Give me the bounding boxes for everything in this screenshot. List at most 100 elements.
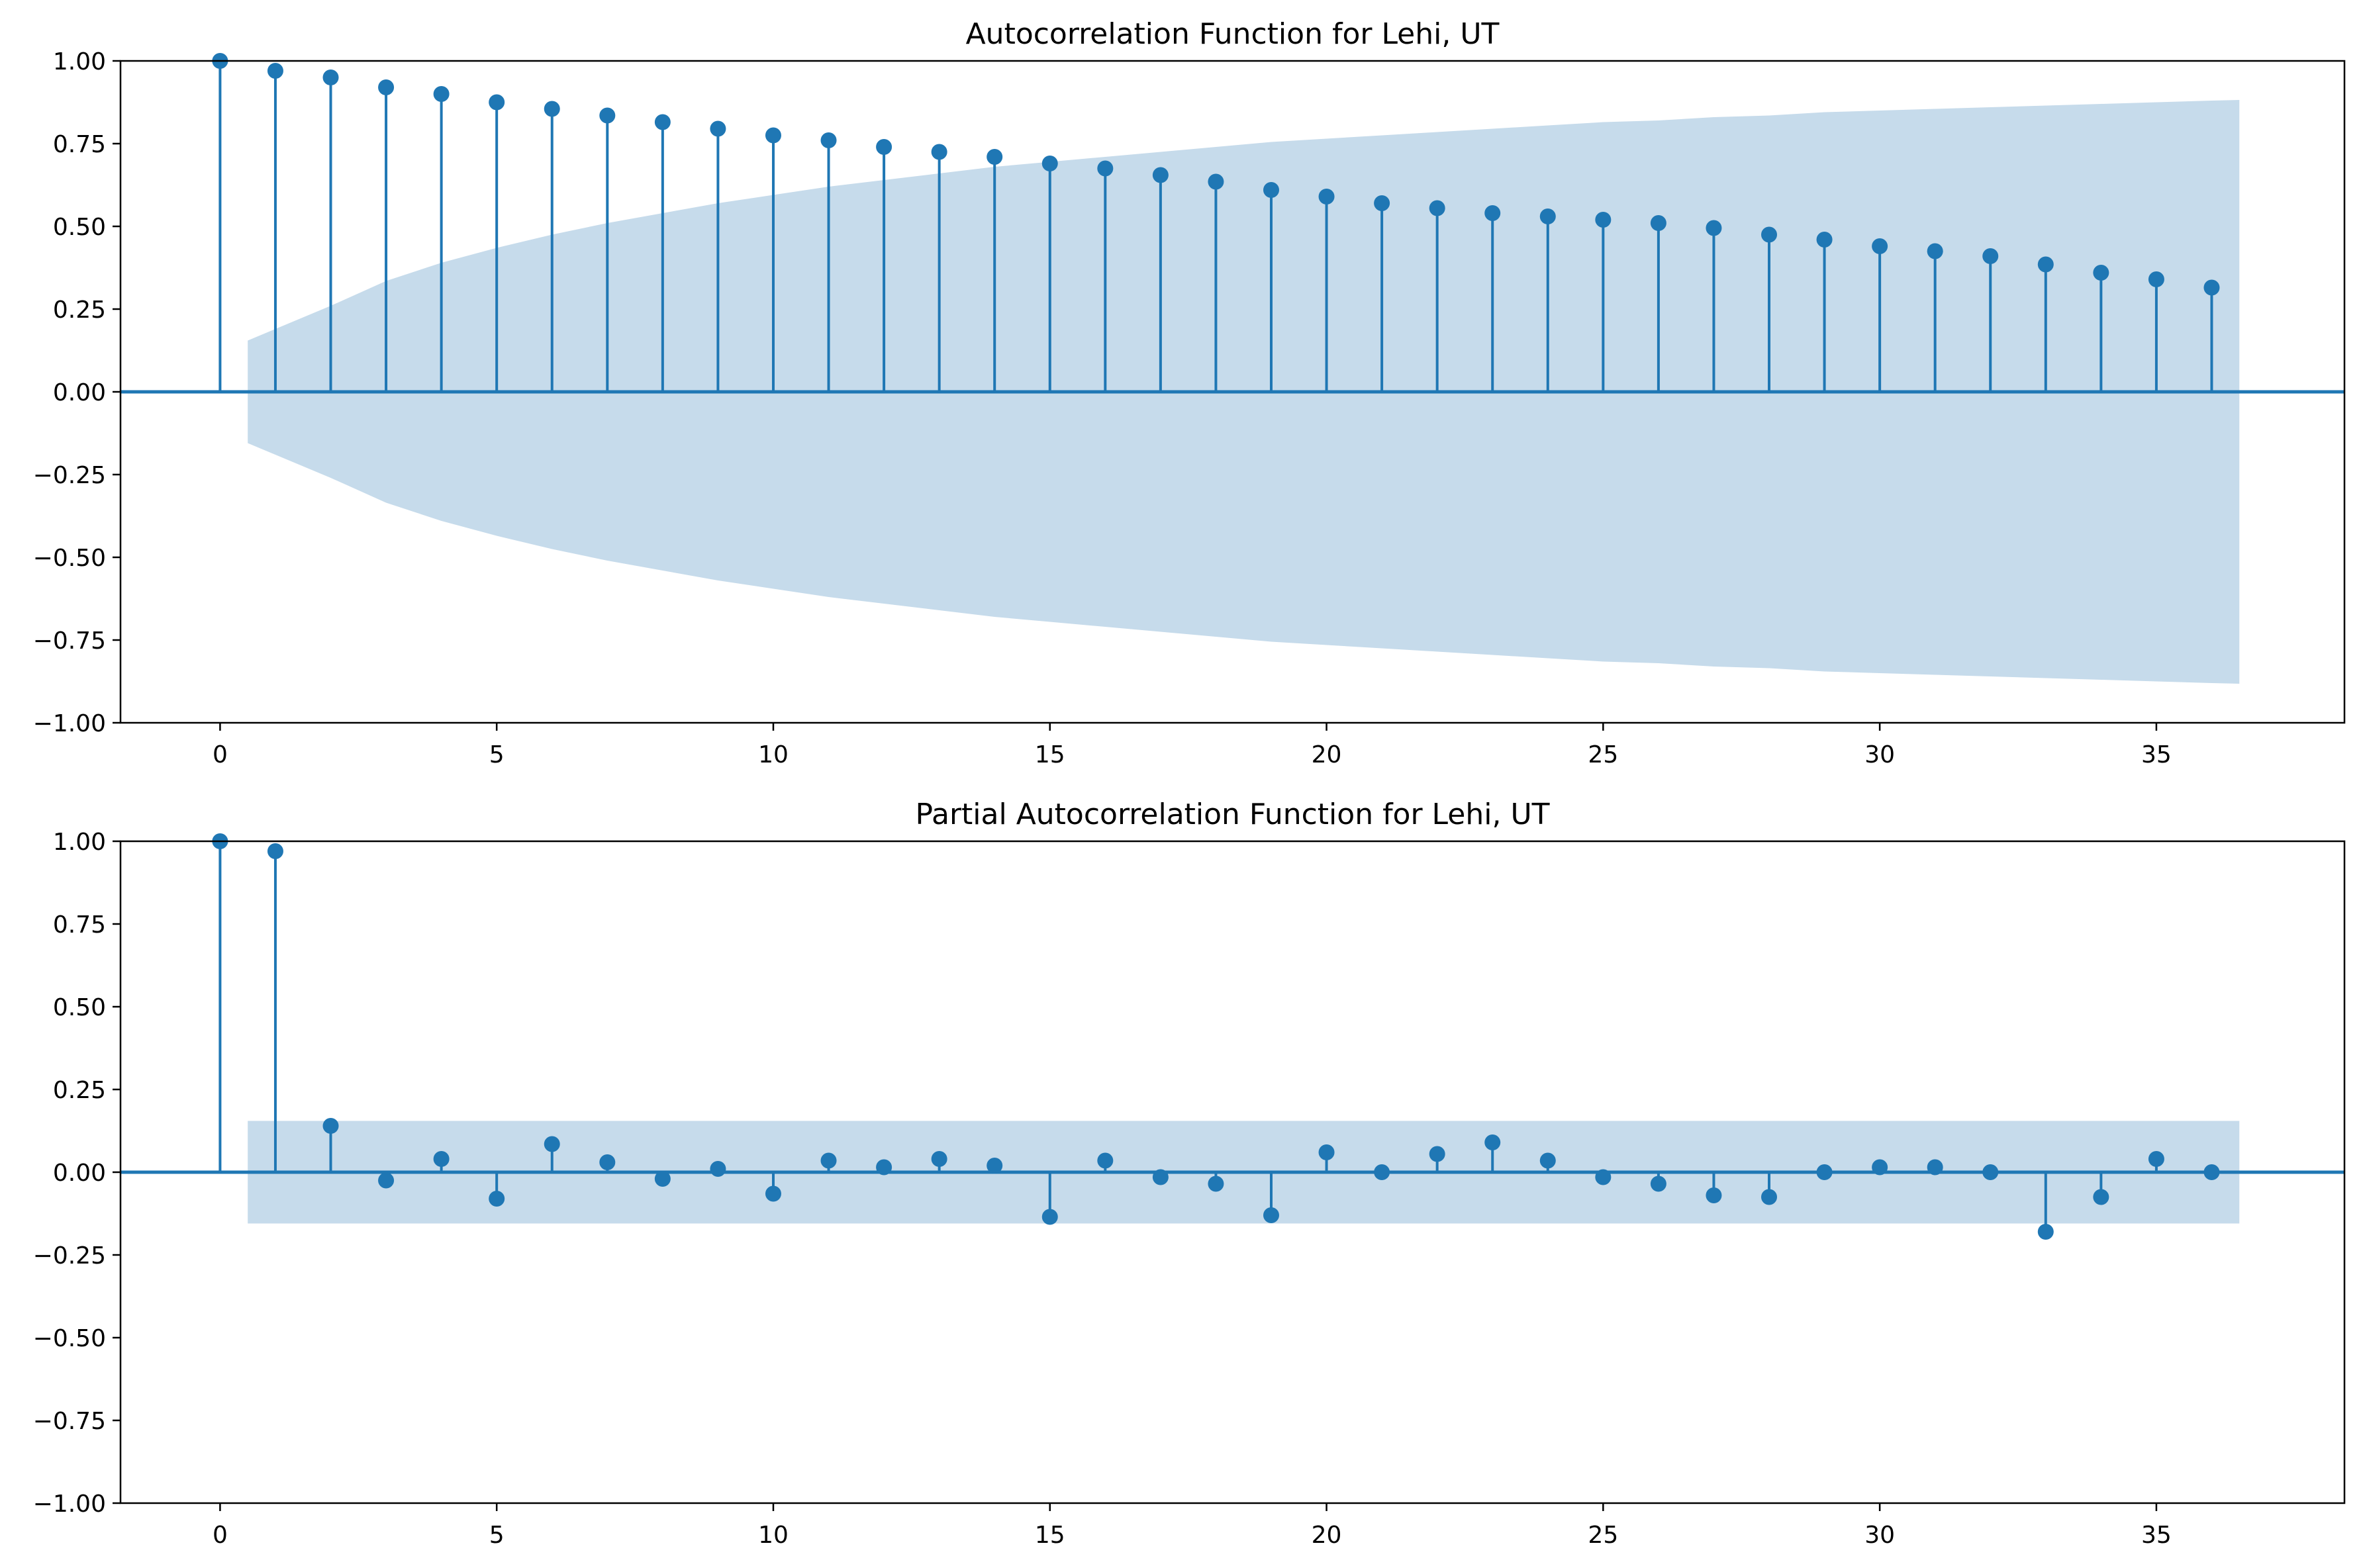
pacf-y-tick-label: −1.00 [33, 1491, 106, 1518]
acf-point-lag-24 [1539, 208, 1556, 224]
pacf-point-lag-31 [1927, 1159, 1943, 1176]
acf-y-tick-label: −0.75 [33, 627, 106, 655]
pacf-x-tick-label: 15 [1035, 1522, 1065, 1549]
pacf-point-lag-12 [876, 1159, 892, 1176]
acf-x-tick-label: 35 [2141, 741, 2172, 768]
acf-point-lag-36 [2203, 279, 2220, 296]
pacf-point-lag-24 [1539, 1152, 1556, 1169]
acf-y-tick-label: 0.25 [53, 297, 106, 324]
acf-y-tick-label: 0.00 [53, 379, 106, 406]
pacf-title: Partial Autocorrelation Function for Leh… [915, 798, 1549, 831]
acf-point-lag-9 [710, 120, 726, 137]
acf-point-lag-28 [1761, 226, 1778, 243]
pacf-point-lag-21 [1374, 1164, 1390, 1180]
acf-y-tick-label: 1.00 [53, 48, 106, 75]
pacf-point-lag-36 [2203, 1164, 2220, 1180]
acf-point-lag-19 [1263, 182, 1279, 198]
acf-point-lag-17 [1152, 167, 1169, 183]
pacf-point-lag-15 [1041, 1209, 1058, 1225]
pacf-y-tick-label: 1.00 [53, 829, 106, 856]
pacf-point-lag-10 [765, 1185, 781, 1202]
acf-point-lag-20 [1318, 189, 1335, 205]
pacf-point-lag-30 [1872, 1159, 1888, 1176]
acf-y-tick-label: −0.50 [33, 545, 106, 572]
acf-y-tick-label: −1.00 [33, 710, 106, 737]
acf-point-lag-21 [1374, 195, 1390, 211]
pacf-x-tick-label: 30 [1864, 1522, 1895, 1549]
acf-point-lag-32 [1982, 248, 1999, 264]
pacf-point-lag-13 [931, 1151, 947, 1167]
pacf-point-lag-16 [1097, 1152, 1114, 1169]
pacf-y-tick-label: 0.50 [53, 994, 106, 1021]
acf-point-lag-4 [433, 86, 450, 102]
acf-point-lag-12 [876, 139, 892, 155]
pacf-x-tick-label: 35 [2141, 1522, 2172, 1549]
acf-x-tick-label: 30 [1864, 741, 1895, 768]
pacf-point-lag-6 [544, 1136, 560, 1152]
acf-point-lag-33 [2037, 256, 2054, 273]
acf-point-lag-11 [820, 132, 837, 148]
pacf-point-lag-7 [599, 1154, 616, 1170]
pacf-point-lag-28 [1761, 1189, 1778, 1205]
pacf-x-tick-label: 10 [758, 1522, 789, 1549]
pacf-point-lag-19 [1263, 1207, 1279, 1223]
pacf-panel: Partial Autocorrelation Function for Leh… [33, 798, 2346, 1549]
pacf-point-lag-3 [378, 1172, 395, 1189]
pacf-point-lag-34 [2093, 1189, 2109, 1205]
pacf-point-lag-26 [1650, 1176, 1666, 1192]
pacf-point-lag-33 [2037, 1224, 2054, 1240]
acf-title: Autocorrelation Function for Lehi, UT [966, 17, 1500, 51]
acf-y-tick-label: −0.25 [33, 462, 106, 489]
pacf-y-tick-label: 0.75 [53, 911, 106, 939]
acf-y-tick-label: 0.75 [53, 131, 106, 158]
pacf-point-lag-27 [1706, 1187, 1722, 1203]
pacf-y-tick-label: 0.00 [53, 1160, 106, 1187]
pacf-point-lag-9 [710, 1161, 726, 1177]
acf-point-lag-26 [1650, 215, 1666, 231]
acf-point-lag-3 [378, 79, 395, 95]
acf-x-tick-label: 5 [489, 741, 505, 768]
acf-point-lag-15 [1041, 156, 1058, 171]
pacf-point-lag-18 [1208, 1176, 1224, 1192]
pacf-point-lag-14 [987, 1158, 1003, 1174]
pacf-y-tick-label: −0.50 [33, 1325, 106, 1352]
acf-point-lag-27 [1706, 220, 1722, 236]
pacf-point-lag-5 [489, 1191, 505, 1207]
acf-x-tick-label: 20 [1312, 741, 1342, 768]
acf-point-lag-7 [599, 107, 616, 124]
pacf-point-lag-25 [1595, 1169, 1612, 1185]
acf-point-lag-30 [1872, 238, 1888, 254]
pacf-x-tick-label: 5 [489, 1522, 505, 1549]
acf-x-tick-label: 0 [213, 741, 228, 768]
pacf-y-tick-label: −0.75 [33, 1408, 106, 1435]
acf-point-lag-14 [987, 149, 1003, 165]
acf-y-tick-label: 0.50 [53, 214, 106, 241]
acf-point-lag-18 [1208, 173, 1224, 190]
acf-point-lag-1 [267, 63, 283, 79]
acf-point-lag-25 [1595, 212, 1612, 228]
pacf-point-lag-23 [1484, 1134, 1501, 1150]
acf-x-tick-label: 25 [1588, 741, 1618, 768]
acf-point-lag-10 [765, 127, 781, 144]
acf-point-lag-5 [489, 94, 505, 111]
pacf-x-tick-label: 0 [213, 1522, 228, 1549]
pacf-point-lag-11 [820, 1152, 837, 1169]
pacf-point-lag-4 [433, 1151, 450, 1167]
acf-point-lag-31 [1927, 243, 1943, 259]
acf-point-lag-6 [544, 101, 560, 117]
acf-point-lag-35 [2148, 271, 2164, 287]
pacf-y-tick-label: 0.25 [53, 1077, 106, 1104]
acf-point-lag-8 [654, 114, 671, 130]
pacf-point-lag-35 [2148, 1151, 2164, 1167]
acf-point-lag-29 [1816, 232, 1833, 248]
acf-point-lag-34 [2093, 265, 2109, 281]
acf-point-lag-16 [1097, 160, 1114, 177]
pacf-point-lag-22 [1429, 1146, 1445, 1162]
acf-point-lag-22 [1429, 200, 1445, 216]
acf-point-lag-23 [1484, 205, 1501, 221]
pacf-y-tick-label: −0.25 [33, 1242, 106, 1269]
pacf-x-tick-label: 25 [1588, 1522, 1618, 1549]
pacf-point-lag-29 [1816, 1164, 1833, 1180]
pacf-point-lag-8 [654, 1171, 671, 1187]
